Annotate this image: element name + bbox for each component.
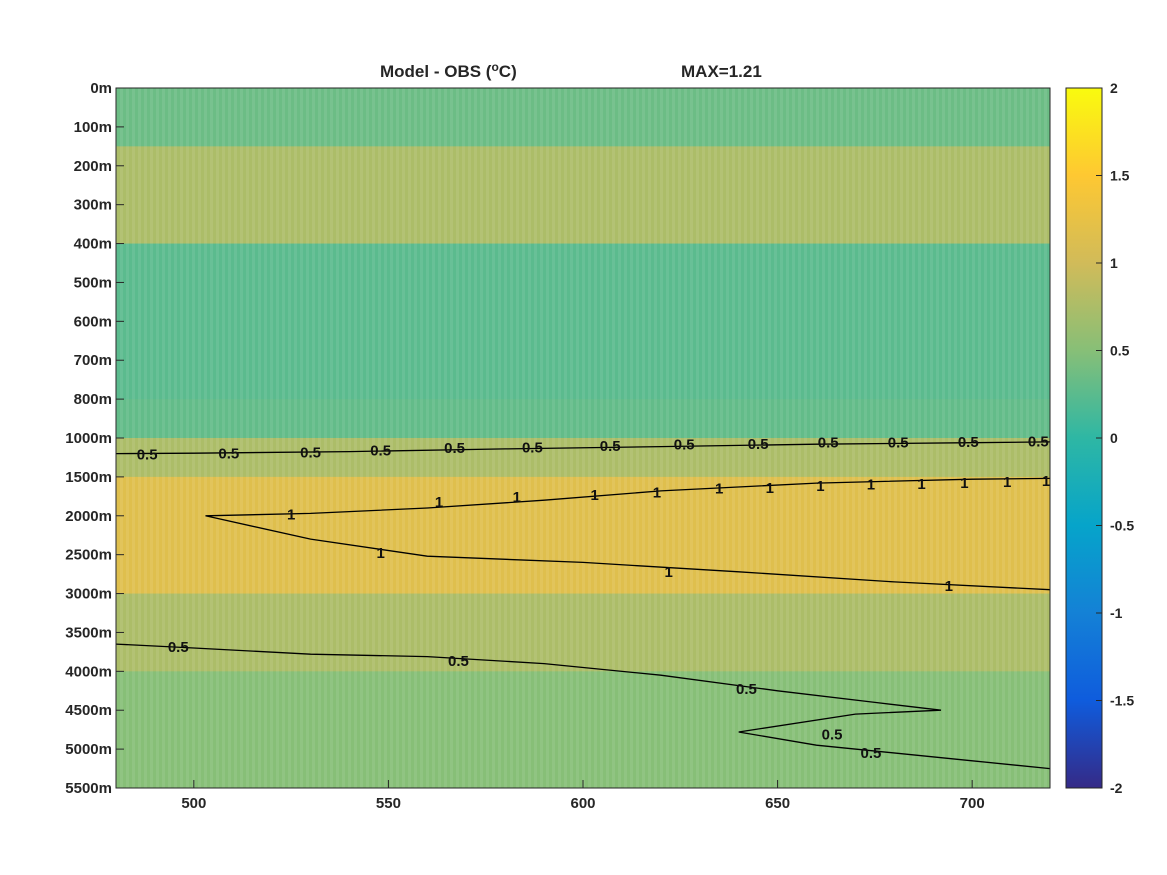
y-tick-label: 800m (74, 391, 112, 408)
contour-label: 0.5 (300, 444, 321, 461)
y-tick-label: 5000m (65, 741, 112, 758)
contour-label: 1 (664, 564, 672, 581)
colorbar-tick-label: 0 (1110, 430, 1118, 446)
contour-line (205, 477, 1050, 591)
contour-label: 1 (945, 578, 953, 595)
contour-label: 0.5 (822, 726, 843, 743)
contour-label: 0.5 (448, 653, 469, 670)
colorbar-tick-label: -0.5 (1110, 518, 1134, 534)
y-tick-label: 700m (74, 352, 112, 369)
colorbar-tick-label: -1.5 (1110, 693, 1134, 709)
x-tick-label: 500 (181, 795, 206, 812)
striping-texture (116, 88, 1050, 788)
contour-label: 0.5 (958, 434, 979, 451)
y-tick-label: 300m (74, 197, 112, 214)
colorbar-tick-label: 1.5 (1110, 168, 1130, 184)
contour-label: 0.5 (137, 447, 158, 464)
contour-label: 0.5 (444, 440, 465, 457)
contour-label: 1 (867, 477, 875, 494)
y-tick-label: 600m (74, 313, 112, 330)
contour-label: 0.5 (888, 434, 909, 451)
colorbar-tick-label: 2 (1110, 80, 1118, 96)
contour-label: 0.5 (522, 439, 543, 456)
x-tick-label: 700 (960, 795, 985, 812)
y-tick-label: 0m (90, 80, 112, 97)
y-tick-label: 200m (74, 158, 112, 175)
plot-area: 0.5 0.5 0.5 0.5 0.5 0.5 0.5 0.5 0.5 0.5 0.5 0.5 0.5 1… (115, 87, 1051, 789)
contour-label: 0.5 (218, 446, 239, 463)
contour-line (116, 643, 1050, 770)
contour-label: 1 (816, 478, 824, 495)
contour-label: 0.5 (370, 442, 391, 459)
contour-label: 0.5 (674, 437, 695, 454)
x-tick-label: 600 (570, 795, 595, 812)
contour-label: 1 (960, 475, 968, 492)
contour-lines (116, 441, 1050, 770)
contour-label: 1 (917, 476, 925, 493)
chart-title: Model - OBS (oC) (380, 60, 517, 81)
y-tick-label: 500m (74, 274, 112, 291)
y-axis: 0m 100m 200m 300m 400m 500m 600m 700m 800m 1000m 1… (65, 80, 124, 797)
contour-label: 1 (287, 507, 295, 524)
y-tick-label: 400m (74, 236, 112, 253)
y-tick-label: 2500m (65, 547, 112, 564)
colorbar-ticks: 2 1.5 1 0.5 0 -0.5 -1 -1.5 -2 (1096, 80, 1134, 796)
contour-line (116, 441, 1050, 455)
max-value-label: MAX=1.21 (681, 62, 762, 81)
x-tick-label: 550 (376, 795, 401, 812)
contour-label: 0.5 (600, 438, 621, 455)
contour-label: 0.5 (818, 435, 839, 452)
contour-label: 1 (1003, 474, 1011, 491)
contour-label: 0.5 (168, 639, 189, 656)
contour-label: 0.5 (736, 681, 757, 698)
contour-label: 1 (591, 487, 599, 504)
colorbar-tick-label: 1 (1110, 255, 1118, 271)
y-tick-label: 2000m (65, 508, 112, 525)
x-tick-label: 650 (765, 795, 790, 812)
contour-label: 0.5 (748, 436, 769, 453)
y-tick-label: 3000m (65, 586, 112, 603)
y-tick-label: 3500m (65, 624, 112, 641)
y-tick-label: 5500m (65, 780, 112, 797)
contour-labels: 0.5 0.5 0.5 0.5 0.5 0.5 0.5 0.5 0.5 0.5 0.5 0.5 0.5 1… (137, 434, 1051, 763)
colorbar-tick-label: 0.5 (1110, 343, 1130, 359)
contour-label: 1 (766, 480, 774, 497)
colorbar-tick-label: -1 (1110, 605, 1123, 621)
x-axis: 500 550 600 650 700 (181, 780, 985, 812)
contour-label: 1 (1042, 473, 1050, 490)
contour-label: 1 (715, 481, 723, 498)
contour-label: 0.5 (861, 745, 882, 762)
contour-label: 1 (376, 545, 384, 562)
y-tick-label: 1500m (65, 469, 112, 486)
y-tick-label: 100m (74, 119, 112, 136)
colorbar: 2 1.5 1 0.5 0 -0.5 -1 -1.5 -2 (1065, 80, 1134, 796)
contour-label: 0.5 (1028, 434, 1049, 451)
y-tick-label: 4500m (65, 702, 112, 719)
contour-label: 1 (513, 489, 521, 506)
contour-label: 1 (435, 494, 443, 511)
y-tick-label: 4000m (65, 663, 112, 680)
contour-label: 1 (653, 484, 661, 501)
y-tick-label: 1000m (65, 430, 112, 447)
colorbar-tick-label: -2 (1110, 780, 1123, 796)
